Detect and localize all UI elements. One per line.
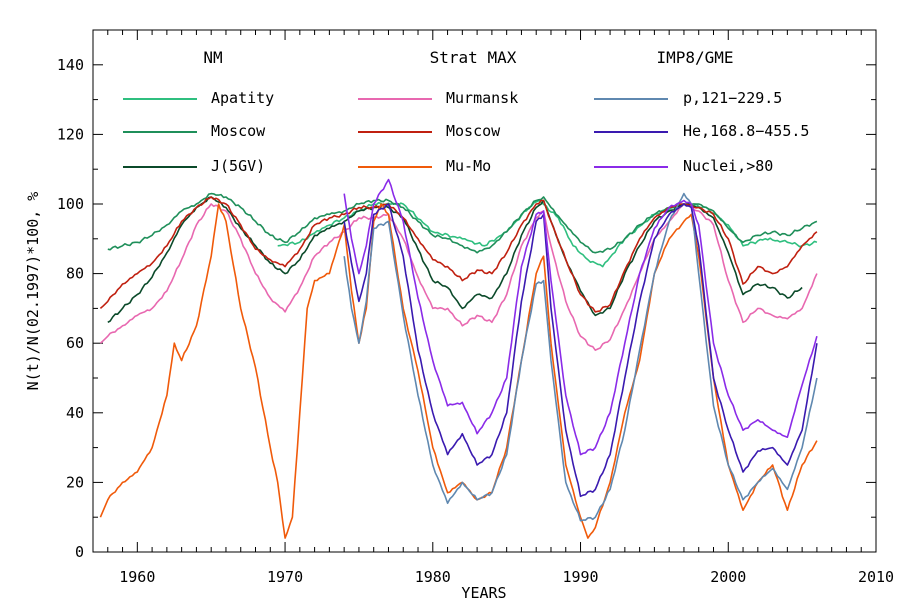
legend-entry-label: Mu-Mo <box>446 157 491 175</box>
series-line <box>343 178 818 456</box>
y-tick-label: 0 <box>75 543 84 561</box>
y-axis-label: N(t)/N(02.1997)*100, % <box>24 192 42 391</box>
x-tick-label: 1970 <box>267 568 303 586</box>
x-tick-label: 1960 <box>119 568 155 586</box>
x-tick-label: 2010 <box>858 568 894 586</box>
y-tick-label: 140 <box>57 56 84 74</box>
series-line <box>343 192 818 522</box>
y-tick-label: 80 <box>66 265 84 283</box>
x-tick-label: 2000 <box>710 568 746 586</box>
series-line <box>99 203 818 539</box>
legend-entry-label: Moscow <box>446 122 501 140</box>
legend-entry-label: J(5GV) <box>211 157 265 175</box>
legend-entry-label: Murmansk <box>446 89 518 107</box>
legend-group-title: IMP8/GME <box>656 48 733 67</box>
y-tick-label: 40 <box>66 404 84 422</box>
y-tick-label: 120 <box>57 125 84 143</box>
y-tick-label: 100 <box>57 195 84 213</box>
legend-entry-label: p,121−229.5 <box>683 89 782 107</box>
legend-entry-label: Nuclei,>80 <box>683 157 773 175</box>
legend-entry-label: Apatity <box>211 89 274 107</box>
y-tick-label: 20 <box>66 473 84 491</box>
legend: NM Apatity Moscow J(5GV) Strat MAX Murmansk Mo… <box>123 48 809 175</box>
legend-group-title: NM <box>203 48 222 67</box>
series-layer <box>99 178 818 539</box>
series-line <box>277 199 818 268</box>
series-line <box>343 203 818 498</box>
y-tick-label: 60 <box>66 334 84 352</box>
plot-frame <box>92 29 877 553</box>
axis-ticks: 1960 1970 1980 1990 2000 2010 0 20 40 60 80 100 120 1… <box>57 29 894 586</box>
legend-entry-label: He,168.8−455.5 <box>683 122 809 140</box>
series-line <box>107 192 818 254</box>
x-tick-label: 1990 <box>562 568 598 586</box>
series-line <box>99 196 818 313</box>
legend-group-title: Strat MAX <box>430 48 517 67</box>
x-axis-label: YEARS <box>461 584 506 602</box>
x-tick-label: 1980 <box>415 568 451 586</box>
legend-entry-label: Moscow <box>211 122 266 140</box>
